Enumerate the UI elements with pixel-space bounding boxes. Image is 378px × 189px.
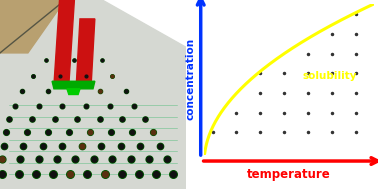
Polygon shape xyxy=(52,81,95,89)
Polygon shape xyxy=(76,19,95,85)
Polygon shape xyxy=(0,0,186,189)
Text: solubility: solubility xyxy=(303,71,357,81)
Text: temperature: temperature xyxy=(247,168,331,181)
Text: concentration: concentration xyxy=(186,38,196,120)
Polygon shape xyxy=(0,0,52,34)
Polygon shape xyxy=(0,0,65,72)
Polygon shape xyxy=(67,89,80,94)
Polygon shape xyxy=(54,0,74,85)
Polygon shape xyxy=(0,0,52,72)
Polygon shape xyxy=(0,0,65,53)
